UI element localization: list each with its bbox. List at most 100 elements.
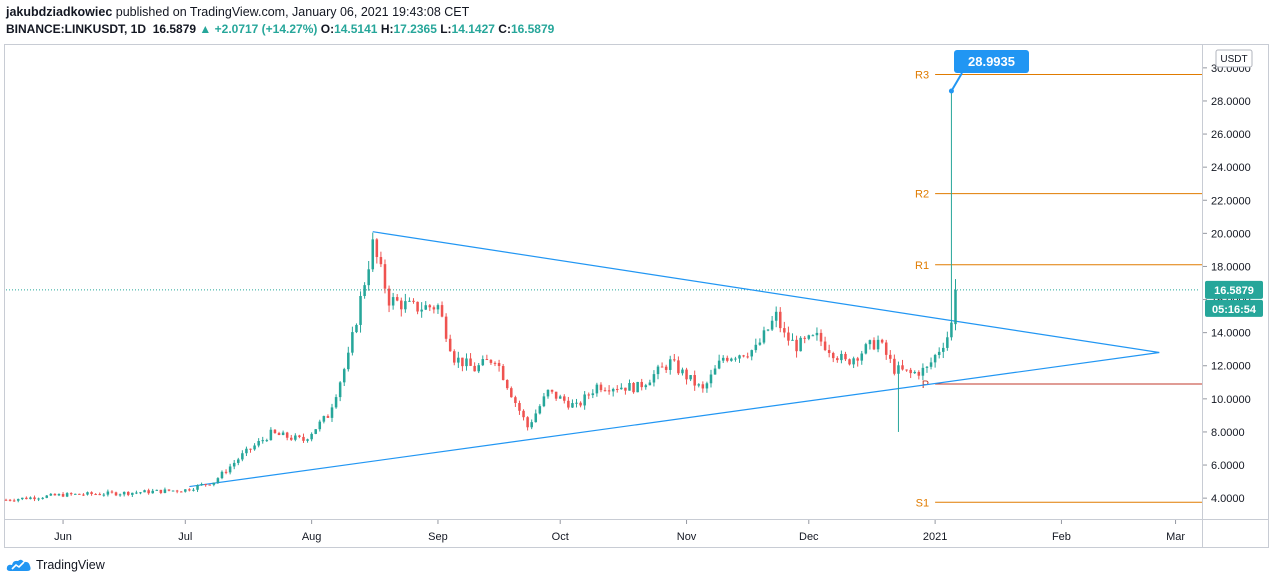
candle-body [697,384,701,386]
candle [734,356,737,362]
candle [342,367,346,387]
candle-body [237,459,240,463]
candle [705,381,709,393]
candle [29,496,32,500]
candle [774,306,778,328]
candle-body [135,492,138,494]
candle [738,354,741,363]
tradingview-brand[interactable]: TradingView [6,558,105,572]
candle [82,493,85,496]
candle [21,497,24,501]
low-value: 14.1427 [451,22,495,36]
candle-body [224,471,228,473]
candle-body [37,498,40,500]
candle [12,498,16,502]
candle [558,394,562,399]
candle-body [860,353,864,361]
candle [746,352,749,359]
close-value: 16.5879 [510,22,555,36]
candle [579,401,582,408]
candle [334,394,338,409]
candle-body [122,491,126,495]
candle-body [681,369,684,374]
candle-body [16,499,20,501]
candle [583,391,586,410]
candle-body [281,432,285,436]
candle [893,354,896,376]
candle-body [668,359,672,370]
candle-body [917,371,921,376]
candle-body [477,365,480,372]
candle-body [648,382,652,386]
candle-body [538,406,542,414]
candle-body [730,358,733,361]
candle-body [950,322,953,338]
candle-body [375,239,379,258]
candle-body [432,307,436,310]
y-tick-label: 22.0000 [1211,195,1251,207]
y-tick-label: 24.0000 [1211,162,1251,174]
candle-body [330,407,334,418]
candle-body [640,381,643,388]
candle [795,335,798,358]
candle-body [102,494,106,496]
candle [587,392,591,400]
candle-body [420,309,423,312]
candle-body [461,357,464,367]
candle-body [571,403,574,408]
candle-body [620,387,623,390]
candle-body [685,369,688,380]
candle-body [412,300,415,302]
candle [155,489,159,491]
candle [660,362,664,368]
candle [220,470,224,480]
candle [302,433,305,443]
candle [603,387,607,392]
candle-body [913,371,917,374]
candle-body [379,257,383,265]
candle-body [69,493,73,495]
candle-body [852,358,855,365]
candle [803,335,806,344]
x-tick-label: 2021 [923,531,947,543]
candle-body [241,453,244,460]
candle-body [795,339,798,352]
candle [681,367,684,376]
candle [701,381,705,393]
candle [289,434,293,441]
candle [575,398,578,408]
candle-body [526,417,529,428]
candle [668,355,672,375]
candle [273,429,277,434]
candle [428,304,432,312]
candle-body [607,390,611,392]
candle [461,357,464,372]
candle-body [636,381,639,393]
candle-body [298,435,301,437]
y-tick-label: 12.0000 [1211,361,1251,373]
candle [465,353,468,371]
candle [424,301,427,311]
candle-body [253,445,256,450]
candle [880,338,884,344]
author-name[interactable]: jakubdziadkowiec [6,5,113,19]
candle [41,497,44,500]
candle-body [245,448,248,454]
candle-body [86,492,89,495]
candle-body [563,396,566,401]
candle-body [510,388,513,398]
candle-body [163,489,167,493]
candle-body [367,269,370,286]
candle [831,351,835,363]
y-tick-label: 14.0000 [1211,328,1251,340]
candle-body [909,369,912,374]
candle [318,419,322,432]
candle [326,414,330,419]
candle [265,438,269,442]
candle-body [387,288,391,306]
countdown-tag-bg [1205,299,1263,317]
callout-label: 28.9935 [968,54,1015,69]
candle-body [139,492,142,494]
candle [171,490,175,492]
